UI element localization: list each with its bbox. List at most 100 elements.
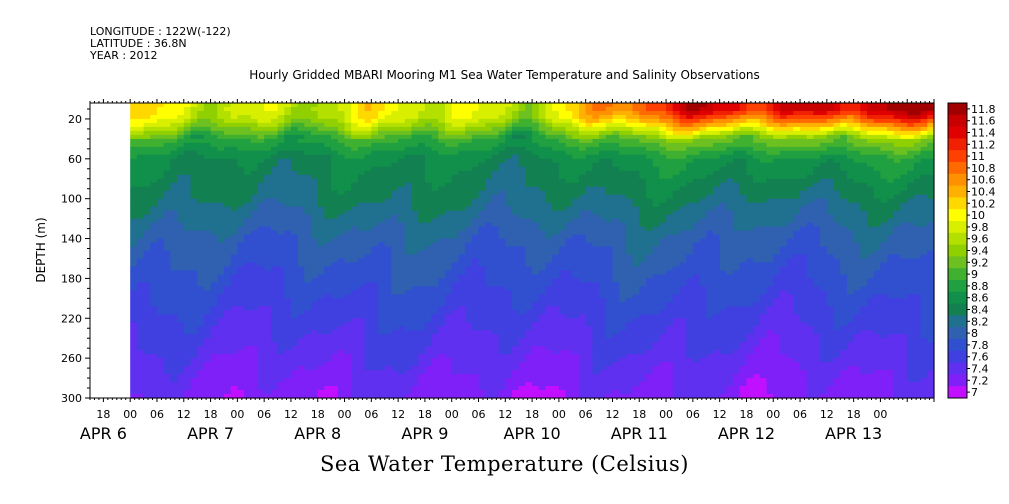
heat-cell — [203, 302, 212, 307]
heat-cell — [471, 214, 480, 220]
heat-cell — [150, 270, 158, 275]
heat-cell — [250, 346, 259, 351]
heat-cell — [378, 386, 386, 391]
heat-cell — [163, 290, 171, 295]
heat-cell — [351, 370, 359, 375]
heat-cell — [532, 246, 540, 252]
heat-cell — [264, 111, 272, 116]
heat-cell — [525, 330, 533, 335]
heat-cell — [478, 358, 486, 363]
heat-cell — [451, 338, 459, 343]
heat-cell — [518, 186, 526, 192]
heat-cell — [277, 146, 285, 152]
heat-cell — [270, 390, 279, 395]
heat-cell — [404, 118, 413, 124]
heat-cell — [311, 266, 319, 271]
heat-cell — [445, 226, 453, 232]
heat-cell — [304, 382, 312, 387]
heat-cell — [364, 250, 372, 256]
heat-cell — [183, 242, 192, 248]
heat-cell — [284, 294, 292, 299]
heat-cell — [384, 394, 392, 399]
heat-cell — [291, 178, 299, 184]
heat-cell — [438, 154, 446, 160]
heat-cell — [264, 258, 272, 264]
heat-cell — [331, 358, 339, 363]
heat-cell — [264, 214, 272, 220]
heat-cell — [538, 242, 547, 248]
heat-cell — [545, 270, 553, 275]
heat-cell — [277, 322, 285, 327]
heat-cell — [545, 286, 553, 291]
heat-cell — [331, 174, 339, 180]
heat-cell — [163, 226, 171, 232]
heat-cell — [518, 394, 526, 399]
heat-cell — [257, 103, 265, 108]
heat-cell — [411, 166, 419, 172]
heat-cell — [512, 115, 520, 120]
heat-cell — [378, 166, 386, 172]
heat-cell — [297, 126, 305, 132]
heat-cell — [538, 358, 547, 363]
heat-cell — [311, 146, 319, 152]
heat-cell — [157, 111, 165, 116]
heat-cell — [291, 210, 299, 216]
heat-cell — [284, 334, 292, 339]
heat-cell — [458, 198, 466, 204]
heat-cell — [351, 366, 359, 371]
heat-cell — [558, 178, 567, 184]
heat-cell — [244, 318, 252, 323]
heat-cell — [532, 142, 540, 148]
heat-cell — [170, 134, 178, 140]
heat-cell — [317, 158, 325, 164]
heat-cell — [378, 194, 386, 200]
heat-cell — [311, 238, 319, 244]
heat-cell — [357, 306, 366, 311]
heat-cell — [565, 318, 573, 323]
heat-cell — [344, 198, 352, 204]
heat-cell — [324, 322, 332, 327]
heat-cell — [244, 111, 252, 116]
heat-cell — [190, 222, 198, 228]
heat-cell — [371, 314, 379, 319]
heat-cell — [512, 103, 520, 108]
heat-cell — [270, 182, 279, 188]
heat-cell — [257, 226, 265, 232]
heat-cell — [411, 382, 419, 387]
heat-cell — [183, 126, 192, 132]
heat-cell — [538, 382, 547, 387]
heat-cell — [485, 342, 493, 347]
heat-cell — [451, 190, 459, 196]
heat-cell — [291, 370, 299, 375]
heat-cell — [304, 103, 312, 108]
heat-cell — [230, 103, 238, 108]
heat-cell — [471, 390, 480, 395]
heat-cell — [150, 274, 158, 279]
heat-cell — [284, 310, 292, 315]
heat-cell — [224, 310, 232, 315]
heat-cell — [538, 103, 547, 108]
heat-cell — [418, 130, 426, 136]
heat-cell — [525, 362, 533, 367]
heat-cell — [291, 314, 299, 319]
heat-cell — [217, 314, 225, 319]
heat-cell — [344, 278, 352, 283]
heat-cell — [357, 246, 366, 252]
heat-cell — [558, 394, 567, 399]
heat-cell — [538, 370, 547, 375]
heat-cell — [498, 146, 506, 152]
heat-cell — [525, 126, 533, 132]
heat-cell — [558, 366, 567, 371]
heat-cell — [471, 386, 480, 391]
heat-cell — [398, 134, 406, 140]
heat-cell — [378, 206, 386, 212]
heat-cell — [177, 394, 185, 399]
heat-cell — [558, 238, 567, 244]
heat-cell — [458, 182, 466, 188]
heat-cell — [398, 158, 406, 164]
heat-cell — [304, 198, 312, 204]
heat-cell — [512, 146, 520, 152]
heat-cell — [170, 130, 178, 136]
heat-cell — [572, 378, 580, 383]
heat-cell — [344, 206, 352, 212]
